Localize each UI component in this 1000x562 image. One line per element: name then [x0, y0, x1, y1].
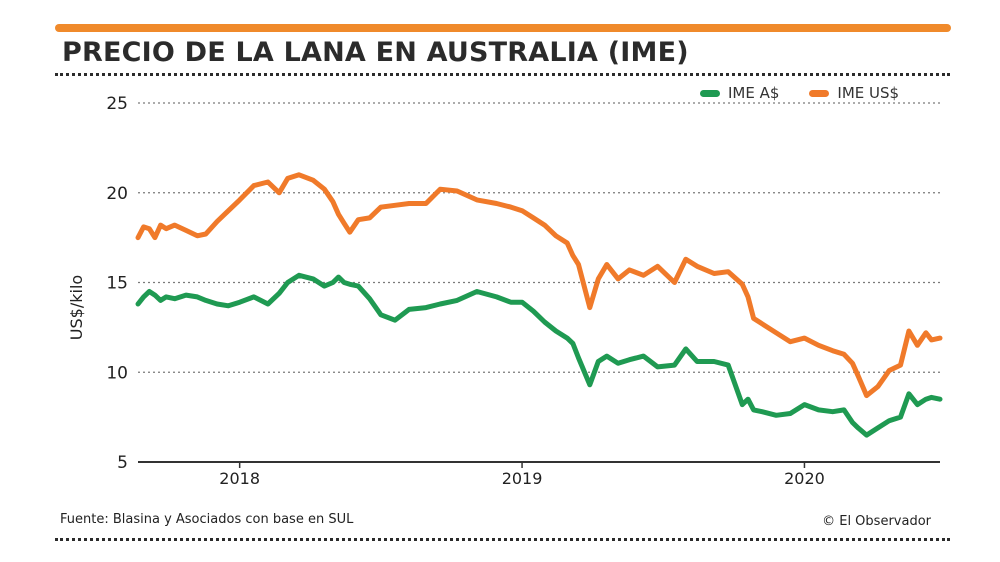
legend-swatch-usd	[809, 89, 830, 97]
y-tick-label-15: 15	[106, 274, 128, 294]
series-line-ime-aud	[135, 272, 943, 438]
x-tick-label-2018: 2018	[219, 469, 260, 488]
y-tick-label-20: 20	[106, 184, 128, 204]
accent-bar	[55, 24, 951, 32]
x-tick-label-2019: 2019	[502, 469, 543, 488]
y-tick-label-5: 5	[117, 453, 128, 473]
x-tick-label-2020: 2020	[784, 469, 825, 488]
legend-label-aud: IME A$	[728, 84, 780, 102]
footer-divider	[55, 538, 950, 541]
legend-swatch-aud	[700, 89, 720, 97]
series-line-ime-usd	[135, 172, 943, 399]
y-tick-label-10: 10	[106, 363, 128, 383]
header-divider	[55, 73, 950, 76]
legend-label-usd: IME US$	[837, 84, 900, 102]
credit-note: © El Observador	[822, 514, 931, 529]
legend-item-aud: IME A$	[700, 84, 779, 102]
y-tick-label-25: 25	[106, 94, 128, 114]
source-note: Fuente: Blasina y Asociados con base en …	[60, 512, 354, 527]
chart-title: PRECIO DE LA LANA EN AUSTRALIA (IME)	[62, 37, 689, 68]
legend: IME A$ IME US$	[700, 84, 899, 102]
legend-item-usd: IME US$	[809, 84, 899, 102]
y-axis-label: US$/kilo	[67, 275, 86, 340]
